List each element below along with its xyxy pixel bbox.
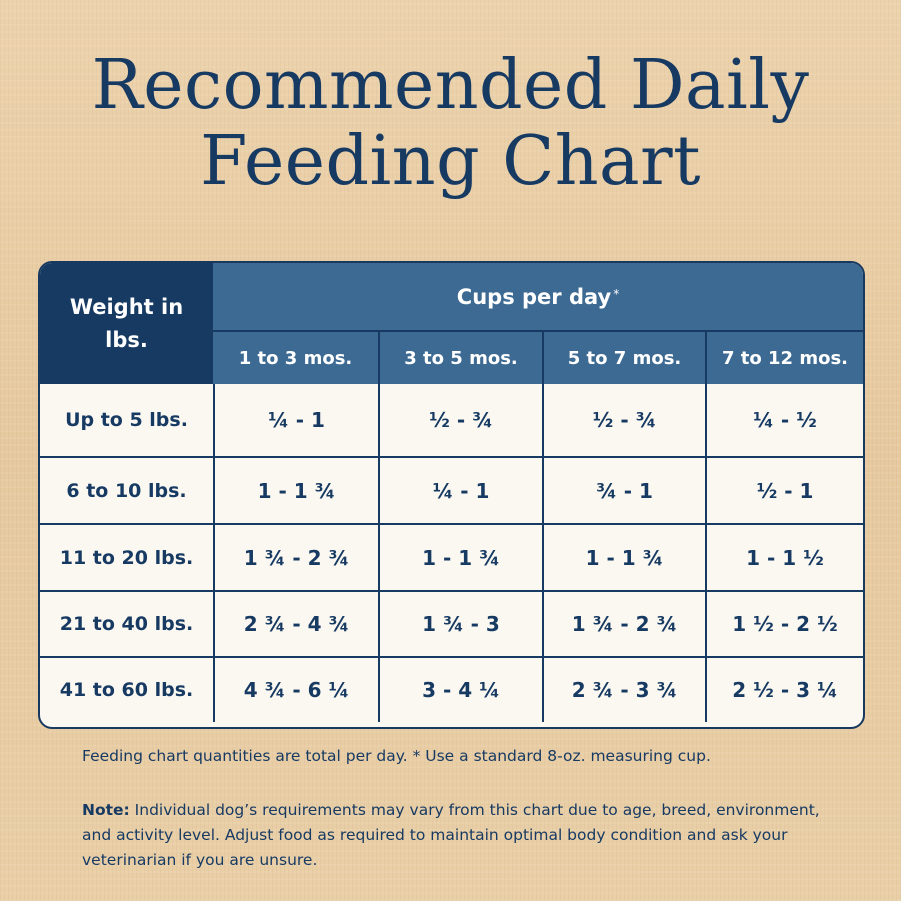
cups-value-cell: 3 - 4 ¼: [378, 658, 542, 722]
weight-cell: 11 to 20 lbs.: [59, 546, 194, 569]
cups-asterisk: *: [613, 286, 620, 301]
cups-value-cell: ¼ - ½: [705, 384, 863, 456]
cups-value-cell: 1 ¾ - 2 ¾: [542, 592, 705, 656]
age-column-header: 5 to 7 mos.: [542, 330, 705, 384]
weight-cell: 21 to 40 lbs.: [59, 613, 194, 635]
weight-cell: 41 to 60 lbs.: [59, 679, 194, 701]
page-title: Recommended Daily Feeding Chart: [0, 48, 901, 200]
age-column-header: 7 to 12 mos.: [705, 330, 863, 384]
cups-value-cell: 4 ¾ - 6 ¼: [213, 658, 378, 722]
weight-header-label: Weight in lbs.: [69, 294, 184, 352]
cups-value-cell: 2 ¾ - 3 ¾: [542, 658, 705, 722]
feeding-table: Weight in lbs. Cups per day * 1 to 3 mos.…: [38, 261, 865, 729]
cups-value-cell: 1 ½ - 2 ½: [705, 592, 863, 656]
cups-value-cell: 2 ½ - 3 ¼: [705, 658, 863, 722]
cups-value-cell: ½ - 1: [705, 458, 863, 523]
cups-value-cell: 1 ¾ - 3: [378, 592, 542, 656]
cups-value-cell: 1 - 1 ½: [705, 525, 863, 590]
cups-value-cell: 2 ¾ - 4 ¾: [213, 592, 378, 656]
cups-value-cell: 1 ¾ - 2 ¾: [213, 525, 378, 590]
title-line-1: Recommended Daily: [91, 46, 810, 125]
title-line-2: Feeding Chart: [200, 122, 701, 201]
cups-value-cell: ½ - ¾: [542, 384, 705, 456]
cups-value-cell: 1 - 1 ¾: [542, 525, 705, 590]
age-column-header: 3 to 5 mos.: [378, 330, 542, 384]
age-column-header: 1 to 3 mos.: [213, 330, 378, 384]
cups-value-cell: ¼ - 1: [213, 384, 378, 456]
cups-value-cell: ½ - ¾: [378, 384, 542, 456]
weight-cell: 6 to 10 lbs.: [66, 479, 187, 502]
note-label: Note:: [82, 801, 130, 819]
cups-per-day-header: Cups per day *: [213, 263, 863, 330]
weight-column-header: Weight in lbs.: [40, 263, 215, 384]
cups-value-cell: ¾ - 1: [542, 458, 705, 523]
note-text: Individual dog’s requirements may vary f…: [82, 801, 820, 869]
cups-header-label: Cups per day: [456, 284, 612, 309]
cups-value-cell: 1 - 1 ¾: [213, 458, 378, 523]
age-column-headers: 1 to 3 mos. 3 to 5 mos. 5 to 7 mos. 7 to 12…: [213, 330, 863, 384]
note: Note: Individual dog’s requirements may …: [82, 798, 842, 873]
cups-value-cell: 1 - 1 ¾: [378, 525, 542, 590]
footnote: Feeding chart quantities are total per d…: [82, 747, 711, 765]
weight-cell: Up to 5 lbs.: [65, 409, 188, 431]
cups-value-cell: ¼ - 1: [378, 458, 542, 523]
